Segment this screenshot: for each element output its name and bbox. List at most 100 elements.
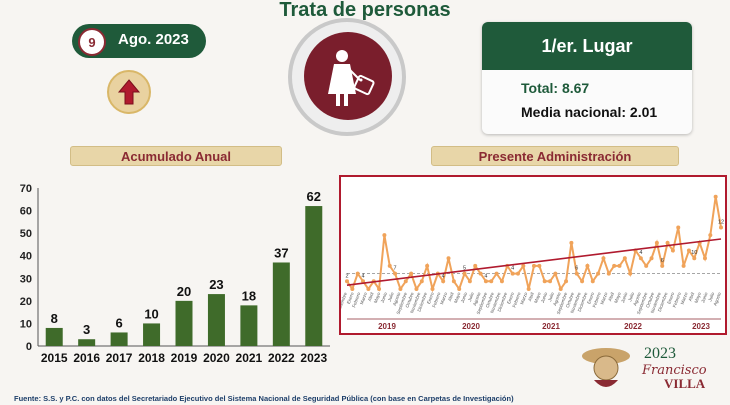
data-point: [601, 256, 606, 261]
data-label: 3: [83, 322, 90, 337]
data-point: [382, 233, 387, 238]
month-label: Agosto: [552, 291, 562, 306]
y-tick-label: 10: [20, 318, 32, 330]
data-point: [649, 256, 654, 261]
bar-2017: [110, 332, 128, 346]
data-point: [564, 279, 569, 284]
annual-bar-chart: 0102030405060708201532016620171020182020…: [20, 183, 330, 365]
month-label: Diciembre: [497, 291, 509, 312]
month-label: Junio: [700, 291, 709, 303]
bar-2020: [207, 294, 225, 346]
month-label: Junio: [380, 291, 389, 303]
data-label: 8: [51, 311, 58, 326]
month-label: Junio: [620, 291, 629, 303]
francisco-villa-logo: 2023 Francisco VILLA: [582, 345, 707, 391]
data-label: 10: [144, 306, 158, 321]
data-point: [393, 271, 398, 276]
point-label: 10: [691, 250, 697, 256]
data-point: [499, 279, 504, 284]
monthly-series-line: [346, 196, 722, 293]
data-point: [532, 263, 536, 268]
data-point: [510, 271, 515, 276]
x-tick-label: 2022: [268, 351, 295, 365]
data-point: [713, 194, 718, 199]
month-label: Abril: [687, 292, 695, 302]
point-label: 12: [718, 219, 724, 225]
month-label: Enero: [586, 291, 595, 304]
month-label: Abril: [607, 292, 615, 302]
month-label: Agosto: [632, 291, 642, 306]
month-label: Febrero: [672, 291, 682, 308]
y-tick-label: 60: [20, 206, 32, 218]
data-point: [398, 287, 403, 291]
data-point: [612, 263, 617, 268]
month-label: Enero: [666, 291, 675, 304]
data-point: [419, 279, 424, 284]
data-point: [526, 287, 531, 291]
data-point: [451, 279, 456, 284]
month-label: Diciembre: [416, 291, 428, 312]
y-tick-label: 70: [20, 183, 32, 195]
data-point: [521, 263, 526, 268]
month-label: Julio: [387, 291, 395, 302]
data-point: [494, 271, 499, 276]
bar-2022: [272, 262, 290, 346]
data-point: [686, 248, 691, 253]
svg-text:Francisco: Francisco: [641, 363, 707, 378]
data-point: [676, 225, 681, 230]
month-label: Diciembre: [657, 291, 669, 312]
month-label: Febrero: [351, 291, 361, 308]
month-label: Mayo: [533, 291, 542, 304]
data-point: [719, 225, 723, 230]
data-point: [692, 256, 697, 261]
point-label: 6: [661, 258, 664, 264]
data-point: [537, 263, 542, 268]
national-mean-value: Media nacional: 2.01: [521, 104, 658, 120]
point-label: 4: [484, 273, 487, 279]
month-label: Diciembre: [577, 291, 589, 312]
month-label: Octubre: [645, 291, 655, 308]
month-label: Julio: [547, 291, 555, 302]
svg-text:2023: 2023: [644, 345, 676, 362]
data-point: [425, 263, 430, 268]
month-label: Febrero: [431, 291, 441, 308]
svg-text:VILLA: VILLA: [664, 376, 706, 391]
month-label: Marzo: [680, 291, 689, 305]
year-label: 2021: [542, 322, 560, 331]
month-label: Enero: [506, 291, 515, 304]
data-point: [569, 240, 574, 245]
month-label: Abril: [447, 292, 455, 302]
y-tick-label: 0: [26, 341, 32, 353]
month-label: Marzo: [599, 291, 608, 305]
data-point: [580, 279, 585, 284]
date-number-badge: 9: [78, 28, 106, 56]
data-point: [638, 256, 643, 261]
x-tick-label: 2018: [138, 351, 165, 365]
data-point: [660, 263, 665, 268]
data-point: [403, 279, 408, 284]
data-point: [606, 271, 611, 276]
data-point: [702, 256, 707, 261]
month-label: Marzo: [439, 291, 448, 305]
month-label: Mayo: [373, 291, 382, 304]
data-point: [542, 279, 547, 284]
month-label: Mayo: [693, 291, 702, 304]
month-label: Octubre: [405, 291, 415, 308]
data-point: [617, 263, 622, 268]
y-tick-label: 30: [20, 273, 32, 285]
data-point: [441, 279, 446, 284]
y-tick-label: 20: [20, 296, 32, 308]
data-point: [377, 287, 382, 291]
data-point: [473, 263, 478, 268]
data-point: [489, 279, 494, 284]
month-label: Febrero: [511, 291, 521, 308]
data-point: [628, 271, 633, 276]
month-label: Enero: [426, 291, 435, 304]
month-label: Mayo: [453, 291, 462, 304]
data-point: [681, 263, 686, 268]
x-tick-label: 2017: [106, 351, 133, 365]
month-label: Junio: [460, 291, 469, 303]
data-point: [467, 279, 472, 284]
data-point: [478, 271, 483, 276]
